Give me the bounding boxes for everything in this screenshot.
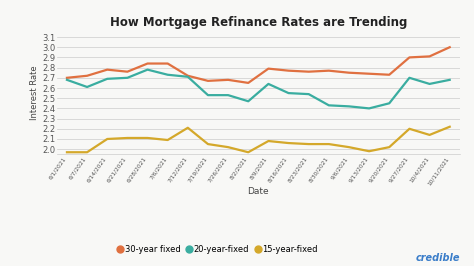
Y-axis label: Interest Rate: Interest Rate (30, 66, 39, 120)
15-year-fixed (427, 133, 432, 136)
15-year-fixed (246, 151, 251, 154)
15-year-fixed (386, 146, 392, 149)
15-year-fixed (447, 125, 453, 128)
X-axis label: Date: Date (247, 187, 269, 196)
30-year fixed (246, 81, 251, 85)
30-year fixed (306, 70, 311, 73)
20-year-fixed (286, 92, 292, 95)
30-year fixed (386, 73, 392, 76)
30-year fixed (447, 46, 453, 49)
20-year-fixed (265, 82, 271, 85)
20-year-fixed (407, 76, 412, 79)
20-year-fixed (205, 94, 211, 97)
30-year fixed (286, 69, 292, 72)
30-year fixed (366, 72, 372, 75)
20-year-fixed (427, 82, 432, 85)
30-year fixed (165, 62, 171, 65)
30-year fixed (84, 74, 90, 77)
15-year-fixed (407, 127, 412, 130)
20-year-fixed (225, 94, 231, 97)
Line: 15-year-fixed: 15-year-fixed (67, 127, 450, 152)
30-year fixed (225, 78, 231, 81)
20-year-fixed (185, 75, 191, 78)
20-year-fixed (64, 78, 70, 81)
30-year fixed (205, 79, 211, 82)
30-year fixed (145, 62, 150, 65)
20-year-fixed (145, 68, 150, 71)
15-year-fixed (165, 138, 171, 142)
15-year-fixed (125, 136, 130, 140)
30-year fixed (265, 67, 271, 70)
20-year-fixed (104, 77, 110, 80)
20-year-fixed (246, 100, 251, 103)
30-year fixed (346, 71, 352, 74)
30-year fixed (125, 70, 130, 73)
30-year fixed (326, 69, 332, 72)
20-year-fixed (84, 85, 90, 89)
15-year-fixed (326, 143, 332, 146)
20-year-fixed (366, 107, 372, 110)
20-year-fixed (125, 76, 130, 79)
15-year-fixed (286, 142, 292, 145)
15-year-fixed (145, 136, 150, 140)
20-year-fixed (346, 105, 352, 108)
20-year-fixed (386, 102, 392, 105)
20-year-fixed (447, 78, 453, 81)
Legend: 30-year fixed, 20-year-fixed, 15-year-fixed: 30-year fixed, 20-year-fixed, 15-year-fi… (115, 242, 321, 257)
30-year fixed (185, 74, 191, 77)
Line: 30-year fixed: 30-year fixed (67, 47, 450, 83)
20-year-fixed (326, 104, 332, 107)
20-year-fixed (165, 73, 171, 76)
30-year fixed (427, 55, 432, 58)
30-year fixed (104, 68, 110, 71)
Line: 20-year-fixed: 20-year-fixed (67, 70, 450, 109)
30-year fixed (407, 56, 412, 59)
15-year-fixed (104, 137, 110, 140)
15-year-fixed (306, 143, 311, 146)
Title: How Mortgage Refinance Rates are Trending: How Mortgage Refinance Rates are Trendin… (109, 16, 407, 29)
30-year fixed (64, 76, 70, 79)
15-year-fixed (205, 143, 211, 146)
15-year-fixed (84, 151, 90, 154)
15-year-fixed (265, 139, 271, 143)
15-year-fixed (346, 146, 352, 149)
15-year-fixed (366, 149, 372, 153)
15-year-fixed (64, 151, 70, 154)
Text: credible: credible (415, 253, 460, 263)
15-year-fixed (185, 126, 191, 129)
20-year-fixed (306, 93, 311, 96)
15-year-fixed (225, 146, 231, 149)
